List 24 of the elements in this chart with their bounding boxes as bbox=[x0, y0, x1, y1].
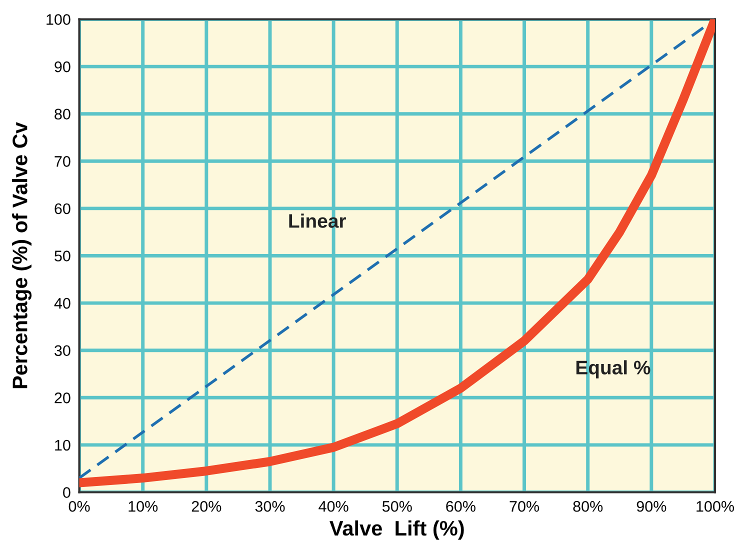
y-tick-label: 80 bbox=[54, 108, 70, 120]
y-tick-label: 50 bbox=[54, 250, 70, 262]
y-axis-title: Percentage (%) of Valve Cv bbox=[12, 122, 32, 388]
y-tick-label: 60 bbox=[54, 203, 70, 214]
y-tick-label: 40 bbox=[54, 298, 70, 309]
x-tick-label: 20% bbox=[192, 500, 222, 512]
y-tick-label: 10 bbox=[55, 440, 70, 451]
y-tick-label: 30 bbox=[54, 345, 70, 356]
y-tick-label: 20 bbox=[54, 392, 70, 404]
y-tick-label: 90 bbox=[54, 61, 70, 72]
x-tick-label: 90% bbox=[636, 500, 666, 512]
x-tick-label: 60% bbox=[446, 500, 476, 512]
x-tick-label: 0% bbox=[68, 500, 90, 512]
x-tick-label: 10% bbox=[128, 500, 158, 512]
x-tick-label: 40% bbox=[318, 500, 348, 512]
x-axis-title: Valve Lift (%) bbox=[330, 520, 464, 540]
x-tick-label: 70% bbox=[510, 500, 540, 512]
x-tick-label: 50% bbox=[382, 500, 412, 512]
x-tick-label: 80% bbox=[573, 500, 603, 512]
x-tick-label: 30% bbox=[255, 500, 285, 512]
y-tick-label: 70 bbox=[54, 156, 70, 167]
y-tick-label: 0 bbox=[63, 487, 70, 498]
y-tick-label: 100 bbox=[46, 14, 70, 25]
x-tick-label: 100% bbox=[696, 500, 734, 512]
